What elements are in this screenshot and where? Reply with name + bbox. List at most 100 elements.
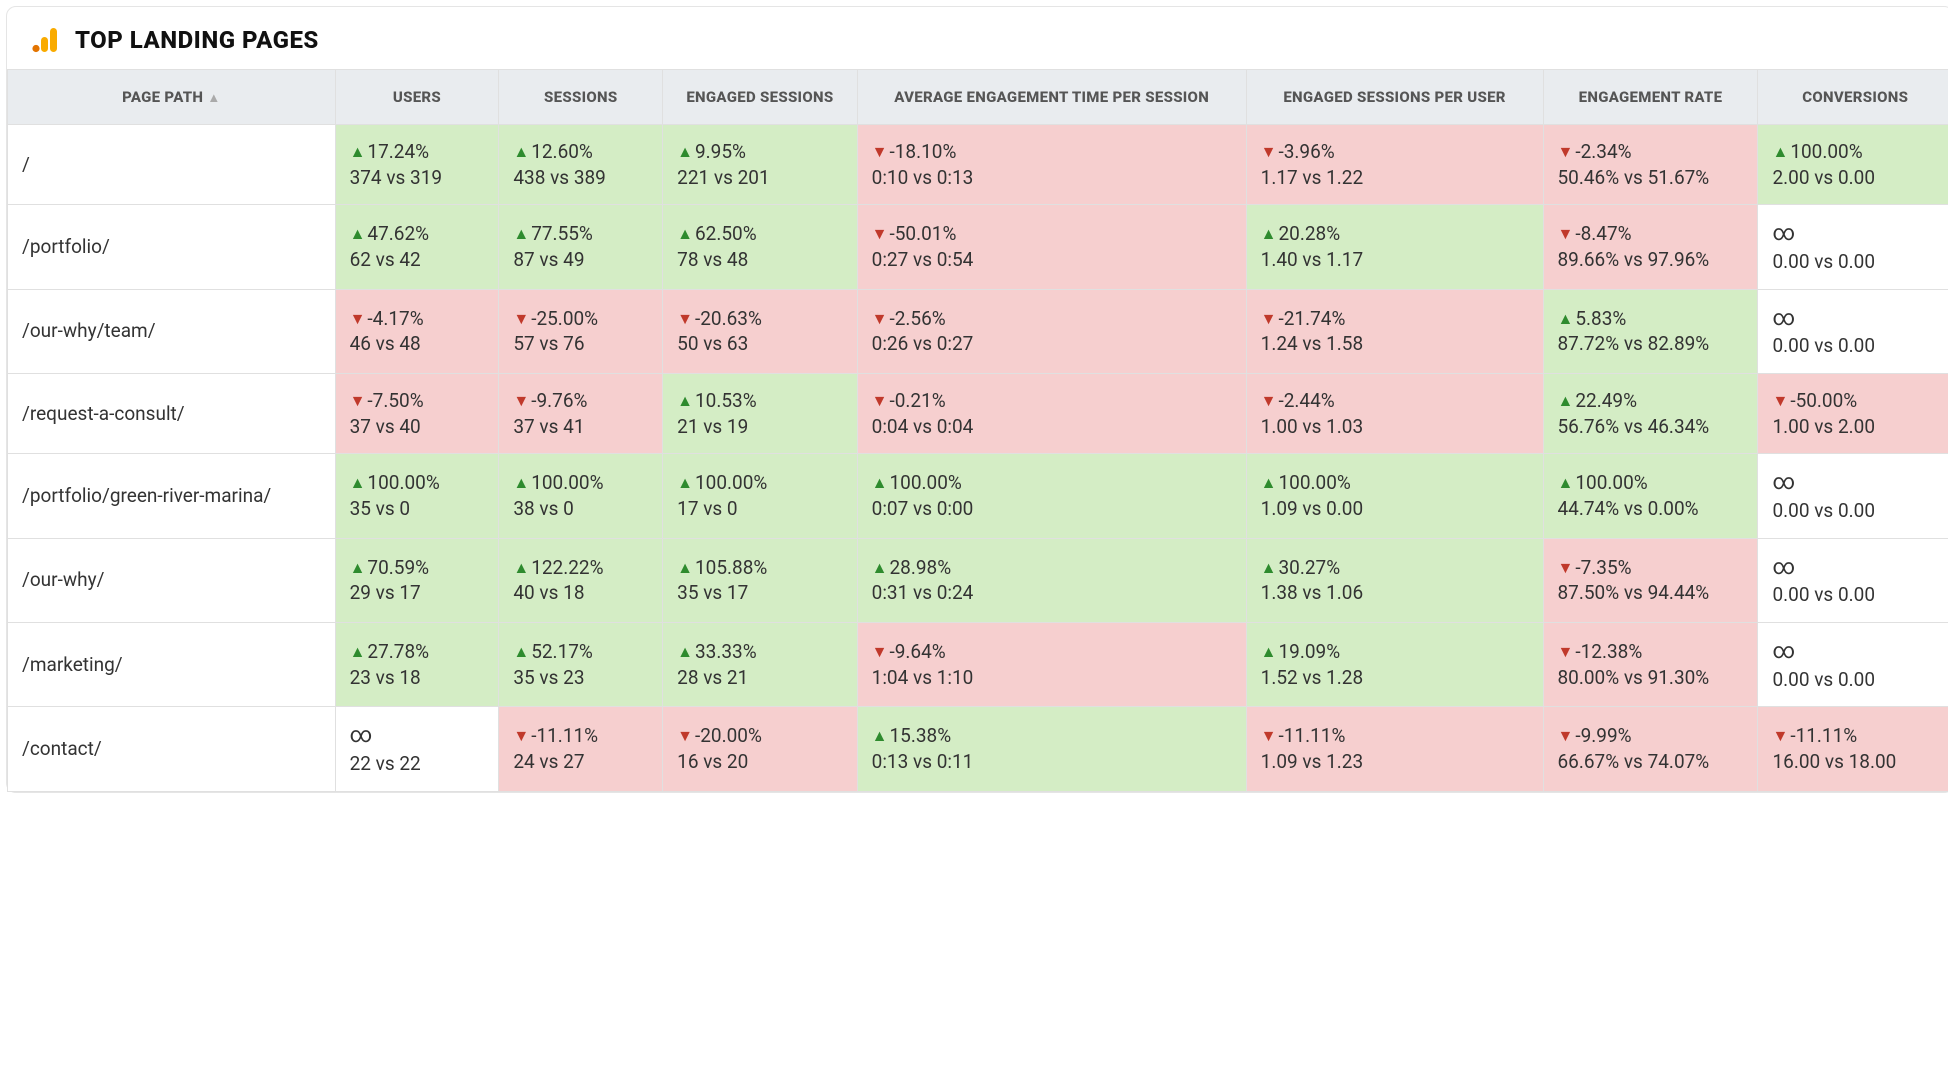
trend-compare: 0.00 vs 0.00: [1772, 498, 1938, 524]
trend-pct: -8.47%: [1575, 222, 1631, 245]
table-row: /our-why/team/▼-4.17%46 vs 48▼-25.00%57 …: [8, 289, 1948, 373]
trend-compare: 57 vs 76: [513, 331, 648, 357]
trend-pct: 47.62%: [367, 222, 429, 245]
page-path-cell[interactable]: /contact/: [8, 707, 336, 791]
sort-caret-icon: ▲: [207, 91, 220, 106]
espu-cell: ▼-11.11%1.09 vs 1.23: [1246, 707, 1543, 791]
card-title: TOP LANDING PAGES: [75, 26, 319, 54]
trend-pct: -11.11%: [531, 724, 598, 747]
trend-down-icon: ▼: [513, 391, 529, 410]
conv-cell: ∞0.00 vs 0.00: [1758, 538, 1948, 622]
trend-compare: 80.00% vs 91.30%: [1558, 665, 1744, 691]
trend-up-icon: ▲: [677, 391, 693, 410]
avg_time-cell: ▼-18.10%0:10 vs 0:13: [857, 125, 1246, 205]
trend-pct: -2.34%: [1575, 140, 1631, 163]
sessions-cell: ▲52.17%35 vs 23: [499, 622, 663, 706]
trend-down-icon: ▼: [872, 142, 888, 161]
trend-pct: 27.78%: [367, 640, 429, 663]
trend-compare: 35 vs 0: [350, 496, 485, 522]
sessions-cell: ▲122.22%40 vs 18: [499, 538, 663, 622]
trend-pct: -25.00%: [531, 307, 598, 330]
trend-compare: 1.00 vs 1.03: [1261, 414, 1529, 440]
trend-up-icon: ▲: [1261, 558, 1277, 577]
trend-compare: 28 vs 21: [677, 665, 843, 691]
table-row: /portfolio/green-river-marina/▲100.00%35…: [8, 454, 1948, 538]
sessions-cell: ▲77.55%87 vs 49: [499, 205, 663, 289]
trend-compare: 40 vs 18: [513, 580, 648, 606]
trend-down-icon: ▼: [872, 224, 888, 243]
trend-up-icon: ▲: [513, 558, 529, 577]
trend-compare: 2.00 vs 0.00: [1772, 165, 1938, 191]
landing-pages-card: TOP LANDING PAGES PAGE PATH▲USERSSESSION…: [6, 6, 1948, 793]
trend-up-icon: ▲: [1558, 309, 1574, 328]
espu-cell: ▼-3.96%1.17 vs 1.22: [1246, 125, 1543, 205]
col-sessions: SESSIONS: [499, 70, 663, 125]
trend-compare: 0:10 vs 0:13: [872, 165, 1232, 191]
trend-up-icon: ▲: [1261, 473, 1277, 492]
conv-cell: ▼-50.00%1.00 vs 2.00: [1758, 373, 1948, 453]
trend-compare: 1.24 vs 1.58: [1261, 331, 1529, 357]
trend-pct: -11.11%: [1278, 724, 1345, 747]
trend-down-icon: ▼: [1772, 391, 1788, 410]
col-path[interactable]: PAGE PATH▲: [8, 70, 336, 125]
trend-pct: -3.96%: [1278, 140, 1334, 163]
espu-cell: ▼-2.44%1.00 vs 1.03: [1246, 373, 1543, 453]
trend-pct: -7.35%: [1575, 556, 1631, 579]
table-row: /request-a-consult/▼-7.50%37 vs 40▼-9.76…: [8, 373, 1948, 453]
trend-pct: -20.63%: [695, 307, 762, 330]
users-cell: ▲70.59%29 vs 17: [335, 538, 499, 622]
conv-cell: ▲100.00%2.00 vs 0.00: [1758, 125, 1948, 205]
page-path-cell[interactable]: /our-why/: [8, 538, 336, 622]
trend-pct: ∞: [1772, 555, 1795, 580]
trend-compare: 16.00 vs 18.00: [1772, 749, 1938, 775]
trend-up-icon: ▲: [350, 473, 366, 492]
page-path-cell[interactable]: /request-a-consult/: [8, 373, 336, 453]
trend-down-icon: ▼: [677, 309, 693, 328]
trend-compare: 22 vs 22: [350, 751, 485, 777]
trend-pct: 30.27%: [1278, 556, 1340, 579]
trend-compare: 1.17 vs 1.22: [1261, 165, 1529, 191]
trend-up-icon: ▲: [513, 473, 529, 492]
trend-compare: 0:04 vs 0:04: [872, 414, 1232, 440]
rate-cell: ▼-2.34%50.46% vs 51.67%: [1543, 125, 1758, 205]
trend-down-icon: ▼: [1558, 558, 1574, 577]
page-path-cell[interactable]: /portfolio/: [8, 205, 336, 289]
espu-cell: ▲100.00%1.09 vs 0.00: [1246, 454, 1543, 538]
trend-compare: 24 vs 27: [513, 749, 648, 775]
trend-pct: 62.50%: [695, 222, 757, 245]
espu-cell: ▲19.09%1.52 vs 1.28: [1246, 622, 1543, 706]
trend-up-icon: ▲: [677, 558, 693, 577]
trend-compare: 1.00 vs 2.00: [1772, 414, 1938, 440]
eng_sessions-cell: ▼-20.00%16 vs 20: [663, 707, 858, 791]
col-users: USERS: [335, 70, 499, 125]
avg_time-cell: ▼-9.64%1:04 vs 1:10: [857, 622, 1246, 706]
trend-compare: 37 vs 41: [513, 414, 648, 440]
trend-down-icon: ▼: [1558, 142, 1574, 161]
page-path-cell[interactable]: /marketing/: [8, 622, 336, 706]
trend-compare: 0:26 vs 0:27: [872, 331, 1232, 357]
trend-pct: -0.21%: [889, 389, 945, 412]
trend-compare: 29 vs 17: [350, 580, 485, 606]
trend-compare: 46 vs 48: [350, 331, 485, 357]
trend-pct: 100.00%: [531, 471, 603, 494]
eng_sessions-cell: ▲33.33%28 vs 21: [663, 622, 858, 706]
sessions-cell: ▼-25.00%57 vs 76: [499, 289, 663, 373]
trend-pct: ∞: [1772, 639, 1795, 664]
trend-compare: 1.09 vs 0.00: [1261, 496, 1529, 522]
trend-compare: 1.40 vs 1.17: [1261, 247, 1529, 273]
trend-compare: 35 vs 23: [513, 665, 648, 691]
trend-up-icon: ▲: [677, 224, 693, 243]
trend-pct: 122.22%: [531, 556, 603, 579]
trend-pct: ∞: [1772, 306, 1795, 331]
trend-pct: 70.59%: [367, 556, 429, 579]
trend-pct: -50.00%: [1790, 389, 1857, 412]
page-path-cell[interactable]: /: [8, 125, 336, 205]
page-path-cell[interactable]: /portfolio/green-river-marina/: [8, 454, 336, 538]
trend-pct: -7.50%: [367, 389, 423, 412]
table-row: /▲17.24%374 vs 319▲12.60%438 vs 389▲9.95…: [8, 125, 1948, 205]
eng_sessions-cell: ▼-20.63%50 vs 63: [663, 289, 858, 373]
trend-compare: 56.76% vs 46.34%: [1558, 414, 1744, 440]
landing-pages-table: PAGE PATH▲USERSSESSIONSENGAGED SESSIONSA…: [7, 69, 1948, 792]
sessions-cell: ▼-11.11%24 vs 27: [499, 707, 663, 791]
page-path-cell[interactable]: /our-why/team/: [8, 289, 336, 373]
